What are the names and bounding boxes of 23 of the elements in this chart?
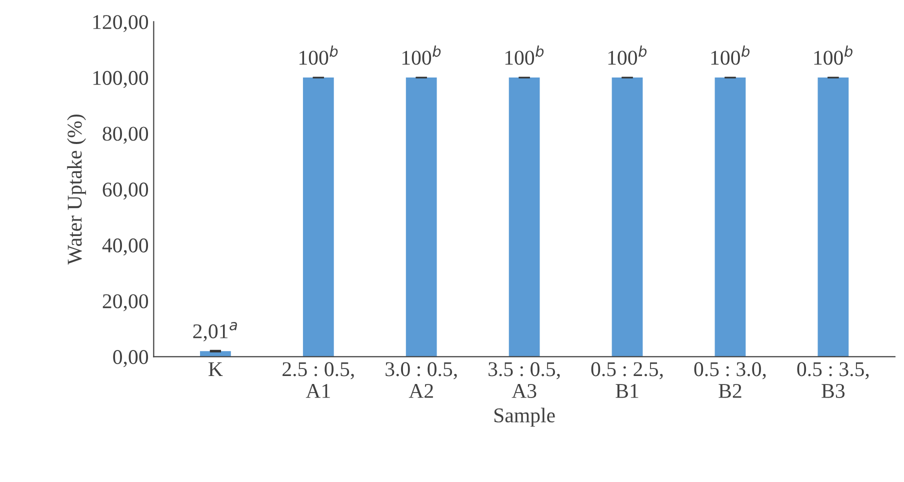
y-tick-label: 20,00 (102, 294, 148, 312)
data-label: 100$^{b}$ (608, 46, 647, 65)
data-label: 100$^{b}$ (711, 46, 750, 65)
data-label: 100$^{b}$ (402, 46, 441, 65)
x-tick-label: K (208, 362, 223, 376)
y-tick-label: 80,00 (102, 126, 148, 144)
y-tick-label: 60,00 (102, 182, 148, 200)
y-axis-title: Water Uptake (%) (67, 114, 86, 265)
x-tick-label: 3.0 : 0.5, A2 (386, 362, 457, 398)
data-label: 2,01$^{a}$ (193, 322, 237, 342)
x-tick-label: 3.5 : 0.5, A3 (488, 362, 560, 398)
x-tick-label: 0.5 : 2.5, B1 (591, 362, 663, 398)
y-tick-label: 40,00 (102, 238, 148, 256)
data-label: 100$^{b}$ (814, 46, 852, 65)
x-tick-label: 2.5 : 0.5, A1 (282, 362, 354, 398)
y-tick-label: 100,00 (93, 70, 148, 88)
data-label: 100$^{b}$ (505, 46, 544, 65)
y-tick-label: 120,00 (93, 15, 148, 32)
x-tick-label: 0.5 : 3.5, B3 (797, 362, 869, 398)
data-label: 100$^{b}$ (300, 46, 338, 65)
y-tick-label: 0,00 (113, 350, 148, 368)
x-axis-title: Sample (494, 408, 555, 427)
x-tick-label: 0.5 : 3.0, B2 (694, 362, 766, 398)
